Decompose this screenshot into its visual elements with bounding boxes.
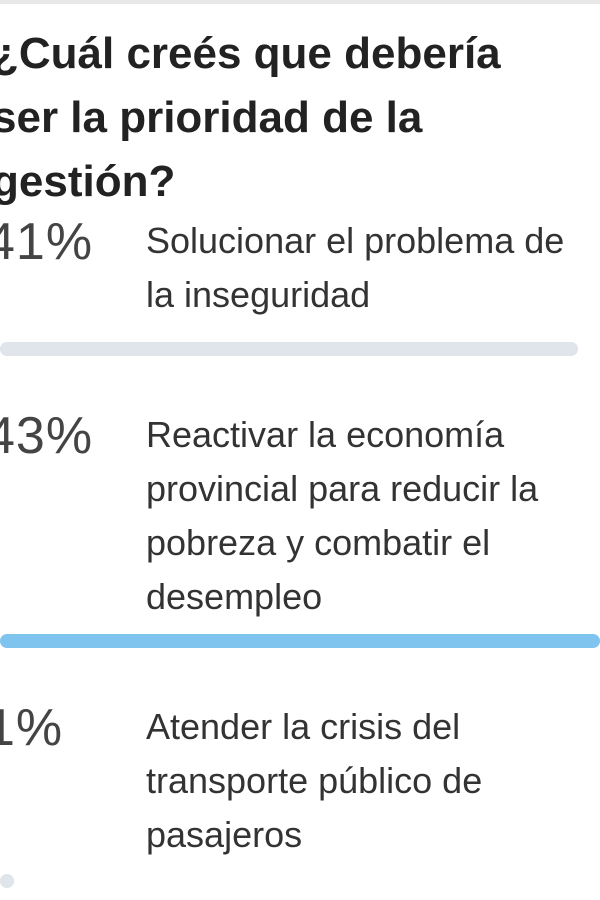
option-3-result-fill xyxy=(0,874,14,888)
top-divider xyxy=(0,0,600,4)
option-label: Solucionar el problema de la inseguridad xyxy=(146,220,565,315)
option-percent: 1% xyxy=(0,699,64,757)
option-percent: 41% xyxy=(0,213,94,271)
poll-question: ¿Cuál creés que debería ser la prioridad… xyxy=(0,29,501,206)
option-label: Atender la crisis del transporte público… xyxy=(146,706,483,855)
option-percent: 43% xyxy=(0,407,94,465)
option-1-result-fill xyxy=(0,342,578,356)
option-2-result-fill xyxy=(0,634,600,648)
option-label: Reactivar la economía provincial para re… xyxy=(146,414,539,617)
option-2-result-bar xyxy=(0,634,600,648)
option-1-result-bar xyxy=(0,342,578,356)
option-3-result-bar xyxy=(0,874,14,888)
